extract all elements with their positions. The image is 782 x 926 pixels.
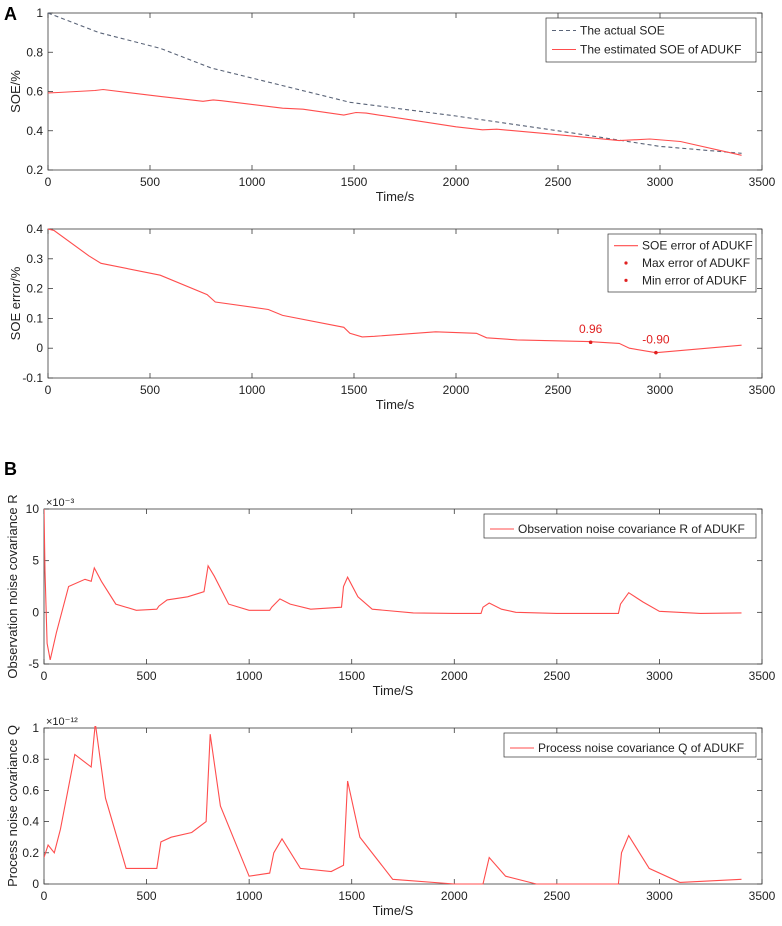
y-axis-label: Process noise covariance Q [5,725,20,887]
panel-label-b: B [4,459,17,479]
y-tick-label: 0.3 [26,252,43,266]
y-axis-label: SOE error/% [8,266,23,340]
x-axis-label: Time/s [376,397,415,412]
x-tick-label: 1000 [239,175,266,189]
x-tick-label: 500 [140,383,160,397]
x-tick-label: 3000 [647,175,674,189]
y-tick-label: 0.4 [26,124,43,138]
series-line [48,228,742,354]
chart-4: 0 500 1000 1500 2000 2500 3000 3500 0 0.2 0.4 0.6 0.… [5,716,776,918]
y-tick-label: -0.1 [22,371,43,385]
x-tick-label: 0 [41,669,48,683]
x-tick-label: 3500 [749,889,776,903]
x-tick-label: 0 [45,383,52,397]
y-tick-label: 0 [32,877,39,891]
chart-1: 0 500 1000 1500 2000 2500 3000 3500 0.2 0.4 0.6 0.8… [8,6,776,204]
y-tick-label: 0.8 [26,45,43,59]
x-axis-label: Time/S [373,903,414,918]
legend-box [503,732,757,758]
y-tick-label: 1 [32,721,39,735]
x-tick-label: 2000 [441,669,468,683]
y-tick-label: 10 [26,502,40,516]
legend-marker-icon [624,261,628,265]
legend-marker-icon [624,278,628,282]
x-tick-label: 1500 [338,669,365,683]
x-tick-label: 1500 [341,175,368,189]
series-line [44,726,742,885]
x-tick-label: 1000 [236,889,263,903]
legend: Process noise covariance Q of ADUKF [503,732,757,758]
x-tick-label: 500 [137,669,157,683]
error-marker [654,350,658,355]
x-tick-label: 2500 [544,669,571,683]
series-line [48,88,742,156]
y-tick-label: 0.2 [26,163,43,177]
x-tick-label: 3000 [646,889,673,903]
x-tick-label: 3500 [749,669,776,683]
legend-box [545,17,757,63]
y-tick-label: 0.4 [26,222,43,236]
y-tick-label: -5 [28,657,39,671]
legend: SOE error of ADUKF Max error of ADUKF Min … [607,233,757,293]
legend-entry: SOE error of ADUKF [642,239,753,253]
x-tick-label: 2000 [443,175,470,189]
x-tick-label: 3500 [749,175,776,189]
x-axis-label: Time/S [373,683,414,698]
y-tick-label: 1 [36,6,43,20]
y-tick-label: 0.6 [22,783,39,797]
chart-3: 0 500 1000 1500 2000 2500 3000 3500-50510Time/S… [5,494,776,698]
y-exponent-label: ×10⁻¹² [46,716,78,728]
x-tick-label: 0 [45,175,52,189]
legend-box [483,513,757,539]
x-tick-label: 1000 [236,669,263,683]
legend-entry: The estimated SOE of ADUKF [580,43,741,57]
panel-label-a: A [4,4,17,24]
x-tick-label: 500 [137,889,157,903]
y-tick-label: 0.1 [26,311,43,325]
x-tick-label: 1000 [239,383,266,397]
y-exponent-label: ×10⁻³ [46,497,74,509]
legend: Observation noise covariance R of ADUKF [483,513,757,539]
x-tick-label: 2500 [544,889,571,903]
y-tick-label: 0 [32,605,39,619]
legend-entry: Observation noise covariance R of ADUKF [518,522,745,536]
legend-entry: The actual SOE [580,24,665,38]
legend-entry: Max error of ADUKF [642,256,750,270]
legend-entry: Min error of ADUKF [642,273,747,287]
x-tick-label: 3000 [647,383,674,397]
y-tick-label: 0.2 [22,846,39,860]
y-tick-label: 0.8 [22,752,39,766]
series-line [44,508,742,661]
y-tick-label: 0.4 [22,815,39,829]
marker-annotation: 0.96 [579,322,603,336]
legend-entry: Process noise covariance Q of ADUKF [538,741,744,755]
error-marker [588,340,593,345]
marker-annotation: -0.90 [642,333,670,347]
y-axis-label: SOE/% [8,70,23,113]
x-tick-label: 2000 [441,889,468,903]
chart-2: 0 500 1000 1500 2000 2500 3000 3500-0.100.10.20… [8,222,776,412]
x-tick-label: 1500 [338,889,365,903]
x-tick-label: 1500 [341,383,368,397]
x-axis-label: Time/s [376,189,415,204]
legend: The actual SOE The estimated SOE of ADUKF [545,17,757,63]
x-tick-label: 2000 [443,383,470,397]
x-tick-label: 3500 [749,383,776,397]
x-tick-label: 0 [41,889,48,903]
y-tick-label: 0.6 [26,85,43,99]
y-tick-label: 0.2 [26,282,43,296]
x-tick-label: 2500 [545,175,572,189]
legend-box [607,233,757,293]
y-tick-label: 5 [32,554,39,568]
series-line [48,12,742,154]
y-axis-label: Observation noise covariance R [5,494,20,678]
x-tick-label: 3000 [646,669,673,683]
y-tick-label: 0 [36,341,43,355]
x-tick-label: 500 [140,175,160,189]
x-tick-label: 2500 [545,383,572,397]
